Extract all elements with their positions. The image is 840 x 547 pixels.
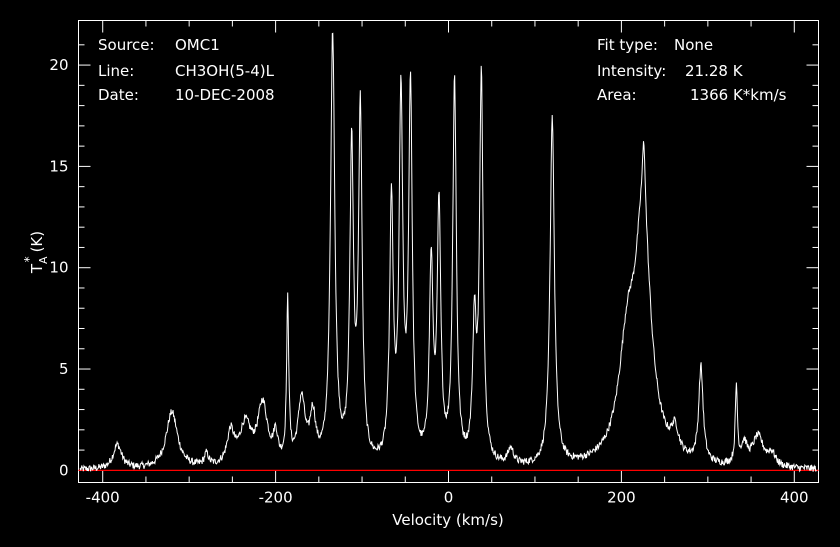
- y-tick-label: 20: [49, 56, 68, 74]
- y-axis-title: TA* (K): [22, 231, 50, 274]
- intensity-value: 21.28 K: [685, 62, 744, 80]
- y-tick-label: 15: [49, 157, 68, 175]
- x-axis-title: Velocity (km/s): [392, 511, 503, 529]
- x-tick-label: -400: [86, 489, 120, 507]
- line-label: Line:: [98, 62, 134, 80]
- y-axis-title-unit: (K): [28, 231, 46, 253]
- y-axis-title-sup: *: [22, 256, 36, 262]
- x-tick-label: 0: [444, 489, 454, 507]
- y-tick-label: 10: [49, 259, 68, 277]
- spectrum-line: [79, 32, 817, 473]
- y-tick-label: 5: [59, 360, 69, 378]
- area-value: 1366 K*km/s: [690, 86, 787, 104]
- x-tick-label: 200: [607, 489, 636, 507]
- source-value: OMC1: [175, 36, 220, 54]
- axis-ticks: -400 -200 0 200 400 0 5 10 15 20: [49, 20, 819, 507]
- x-tick-label: 400: [780, 489, 809, 507]
- y-tick-label: 0: [59, 461, 69, 479]
- x-tick-label: -200: [259, 489, 293, 507]
- intensity-label: Intensity:: [597, 62, 666, 80]
- line-value: CH3OH(5-4)L: [175, 62, 275, 80]
- fit-type-label: Fit type:: [597, 36, 658, 54]
- svg-text:TA*(K): TA* (K): [22, 231, 50, 274]
- y-axis-title-main: T: [28, 263, 46, 274]
- source-label: Source:: [98, 36, 155, 54]
- y-axis-title-sub: A: [37, 256, 50, 264]
- date-label: Date:: [98, 86, 139, 104]
- area-label: Area:: [597, 86, 637, 104]
- date-value: 10-DEC-2008: [175, 86, 275, 104]
- fit-type-value: None: [674, 36, 713, 54]
